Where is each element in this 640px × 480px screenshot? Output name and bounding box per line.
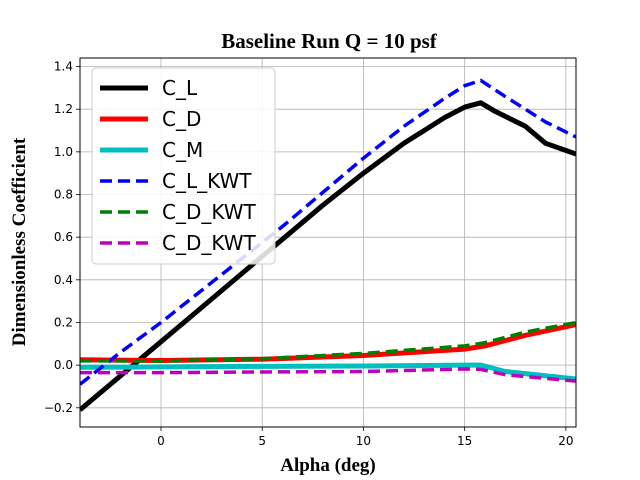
y-tick-label: 1.4 bbox=[54, 60, 73, 74]
y-axis-label: Dimensionless Coefficient bbox=[9, 137, 30, 346]
series-line-c-l-kwt-3 bbox=[80, 78, 576, 386]
x-tick-label: 10 bbox=[356, 434, 371, 448]
y-tick-label: 0.2 bbox=[54, 315, 73, 329]
y-tick-label: 0.0 bbox=[54, 358, 73, 372]
grid-lines bbox=[80, 58, 576, 427]
chart-title: Baseline Run Q = 10 psf bbox=[221, 29, 438, 53]
series-line-c-d-kwt-5 bbox=[80, 367, 576, 383]
x-tick-label: 5 bbox=[258, 434, 266, 448]
legend-label: C_M bbox=[162, 138, 203, 162]
legend: C_L C_D C_M C_L_KWT C_D_KWT C_D_KWT bbox=[91, 67, 276, 265]
legend-label: C_D bbox=[162, 107, 201, 131]
plot-frame bbox=[79, 57, 577, 428]
x-tick-label: 20 bbox=[558, 434, 573, 448]
legend-label: C_L_KWT bbox=[162, 169, 252, 193]
x-tick-label: 0 bbox=[157, 434, 165, 448]
series-line-c-d-kwt-4 bbox=[80, 320, 576, 363]
y-tick-label: 1.0 bbox=[54, 145, 73, 159]
legend-label: C_D_KWT bbox=[162, 231, 257, 255]
legend-label: C_D_KWT bbox=[162, 200, 257, 224]
y-tick-label: 0.8 bbox=[54, 188, 73, 202]
series-lines bbox=[80, 78, 576, 412]
y-tick-label: 0.4 bbox=[54, 273, 73, 287]
axis-ticks: 0 5 10 15 20 −0.2 0.0 0.2 0.4 0.6 0.8 1.0 1.2 1.4 bbox=[44, 60, 574, 448]
series-line-c-l-0 bbox=[80, 100, 576, 412]
y-tick-label: 0.6 bbox=[54, 230, 73, 244]
x-tick-label: 15 bbox=[457, 434, 472, 448]
y-tick-label: 1.2 bbox=[54, 102, 73, 116]
x-axis-label: Alpha (deg) bbox=[280, 455, 376, 476]
series-line-c-m-2 bbox=[80, 362, 576, 382]
y-tick-label: −0.2 bbox=[44, 401, 73, 415]
legend-label: C_L bbox=[162, 76, 198, 100]
